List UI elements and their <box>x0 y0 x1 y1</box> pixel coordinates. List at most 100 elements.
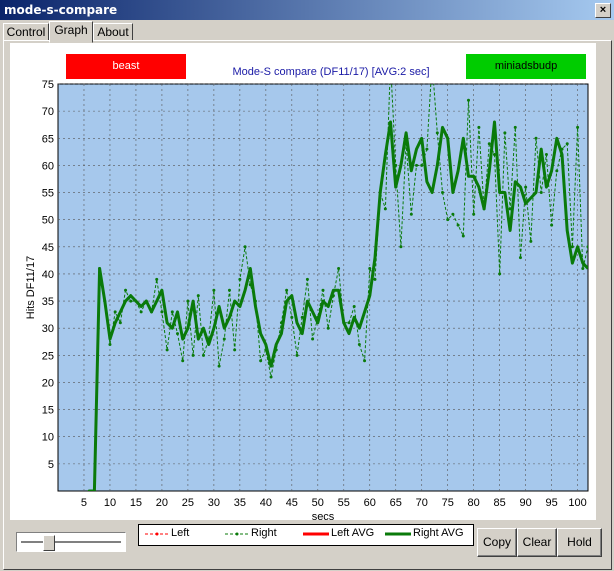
right-series-point <box>586 245 588 249</box>
x-tick-label: 95 <box>546 497 558 509</box>
window-title: mode-s-compare <box>4 3 118 17</box>
right-series-point <box>472 212 476 216</box>
right-series-point <box>352 304 356 308</box>
x-tick-label: 20 <box>156 497 168 509</box>
right-series-point <box>466 98 470 102</box>
right-series-point <box>217 364 221 368</box>
tab-about[interactable]: About <box>93 23 133 42</box>
x-tick-label: 100 <box>568 497 586 509</box>
chart-svg: 5 10 15 20 25 30 35 40 45 50 55 60 65 70 75 5 10 15 20 25 30… <box>25 61 589 523</box>
right-series-point <box>300 315 304 319</box>
y-tick-label: 60 <box>42 160 54 172</box>
right-series-point <box>498 272 502 276</box>
series-legend: Left Right Left AVG Right AVG <box>138 524 474 546</box>
x-tick-label: 75 <box>442 497 454 509</box>
right-series-point <box>544 153 548 157</box>
y-axis-label: Hits DF11/17 <box>25 256 37 319</box>
right-series-point <box>539 191 543 195</box>
chart-title: Mode-S compare (DF11/17) [AVG:2 sec] <box>232 66 430 78</box>
title-bar: mode-s-compare × <box>0 0 614 20</box>
right-series-point <box>570 245 574 249</box>
right-series-point <box>441 191 445 195</box>
y-tick-label: 55 <box>42 188 54 200</box>
right-series-point <box>373 277 377 281</box>
right-series-point <box>435 131 439 135</box>
right-series-point <box>113 310 117 314</box>
right-series-point <box>513 125 517 129</box>
x-tick-label: 85 <box>494 497 506 509</box>
right-series-point <box>290 315 294 319</box>
legend-right-avg-label: Right AVG <box>413 527 464 539</box>
avg-slider[interactable] <box>16 532 126 552</box>
y-tick-label: 15 <box>42 405 54 417</box>
right-series-point <box>565 142 569 146</box>
y-tick-label: 70 <box>42 106 54 118</box>
x-tick-label: 45 <box>286 497 298 509</box>
x-tick-label: 15 <box>130 497 142 509</box>
right-avg-line <box>89 120 588 491</box>
right-series-point <box>238 277 242 281</box>
x-tick-label: 80 <box>468 497 480 509</box>
right-series-point <box>389 61 392 64</box>
right-series-point <box>550 223 554 227</box>
x-tick-label: 10 <box>104 497 116 509</box>
right-series-point <box>170 310 174 314</box>
right-series-point <box>446 218 450 222</box>
y-tick-label: 30 <box>42 323 54 335</box>
right-series-point <box>357 342 361 346</box>
right-series-point <box>451 212 455 216</box>
right-series-point <box>363 359 367 363</box>
x-tick-label: 65 <box>390 497 402 509</box>
right-series-point <box>425 147 429 151</box>
legend-right-marker <box>235 532 239 536</box>
panel-edge <box>602 41 610 568</box>
slider-thumb[interactable] <box>43 535 55 551</box>
x-tick-label: 55 <box>338 497 350 509</box>
right-series-point <box>581 267 585 271</box>
beast-source-button[interactable]: beast <box>66 54 186 79</box>
right-series-point <box>155 277 159 281</box>
legend-left-label: Left <box>171 527 190 539</box>
right-series-point <box>139 310 143 314</box>
right-series-point <box>186 299 190 303</box>
close-button[interactable]: × <box>595 3 611 18</box>
miniadsbudp-source-button[interactable]: miniadsbudp <box>466 54 586 79</box>
legend-left-marker <box>155 532 159 536</box>
right-series-point <box>337 267 341 271</box>
right-series-point <box>191 353 195 357</box>
legend-left-avg-label: Left AVG <box>331 527 375 539</box>
hold-button[interactable]: Hold <box>557 528 602 557</box>
legend-right-label: Right <box>251 527 277 539</box>
right-series-point <box>420 163 424 167</box>
x-tick-label: 30 <box>208 497 220 509</box>
right-series-point <box>492 153 496 157</box>
x-tick-label: 5 <box>81 497 87 509</box>
y-tick-label: 5 <box>48 459 54 471</box>
right-series-point <box>243 245 247 249</box>
right-series-point <box>227 288 231 292</box>
x-tick-label: 70 <box>416 497 428 509</box>
slider-track <box>21 541 121 544</box>
right-series-point <box>524 185 528 189</box>
right-series-point <box>383 207 387 211</box>
x-tick-label: 90 <box>520 497 532 509</box>
right-series-point <box>409 212 413 216</box>
right-series-point <box>124 288 128 292</box>
right-series-point <box>311 337 315 341</box>
right-series-point <box>181 359 185 363</box>
right-series-point <box>576 125 580 129</box>
chart-area: 5 10 15 20 25 30 35 40 45 50 55 60 65 70 75 5 10 15 20 25 30… <box>10 43 596 523</box>
right-series-point <box>201 353 205 357</box>
right-series-point <box>477 125 481 129</box>
copy-button[interactable]: Copy <box>477 528 517 557</box>
plot-background <box>57 83 589 492</box>
right-series-point <box>129 299 133 303</box>
x-tick-label: 25 <box>182 497 194 509</box>
tab-graph[interactable]: Graph <box>49 21 93 43</box>
right-series-point <box>461 234 465 238</box>
right-series-point <box>415 163 419 167</box>
clear-button[interactable]: Clear <box>517 528 557 557</box>
right-series-point <box>269 375 273 379</box>
x-axis-label: secs <box>312 511 335 520</box>
right-series-point <box>529 239 533 243</box>
